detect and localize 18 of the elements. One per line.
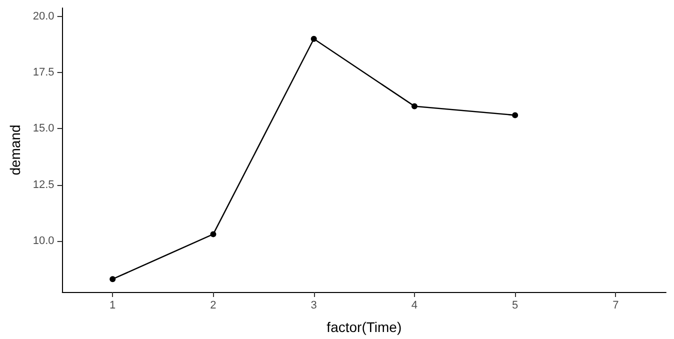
x-tick-label: 7	[612, 300, 619, 312]
y-tick-label: 10.0	[32, 234, 54, 247]
y-tick-label: 12.5	[32, 178, 54, 191]
y-tick-label: 20.0	[32, 10, 54, 22]
x-tick-label: 5	[512, 300, 518, 312]
x-tick-label: 4	[411, 300, 418, 312]
x-tick-label: 3	[310, 300, 317, 312]
y-axis-title: demand	[7, 124, 23, 176]
point	[310, 36, 317, 42]
point	[411, 103, 418, 110]
y-tick-label: 17.5	[32, 66, 54, 79]
x-tick-label: 1	[110, 300, 116, 312]
point	[110, 276, 116, 282]
x-axis-title: factor(Time)	[326, 319, 402, 335]
x-tick-label: 2	[210, 300, 216, 312]
y-tick-label: 15.0	[32, 122, 54, 135]
point	[512, 112, 518, 118]
point	[210, 231, 216, 238]
